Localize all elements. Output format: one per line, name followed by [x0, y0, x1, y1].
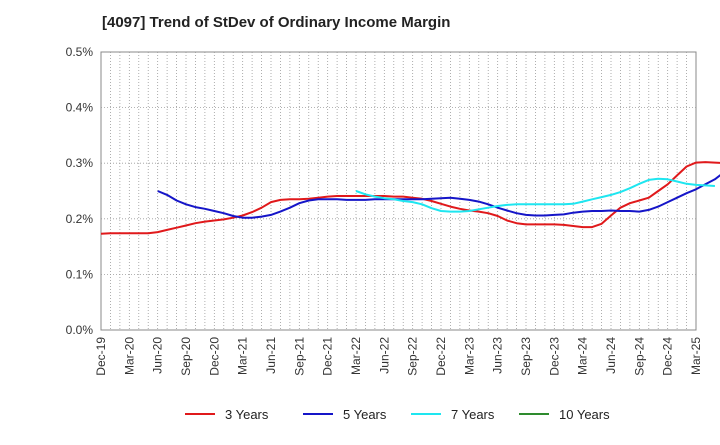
x-tick-label: Sep-21	[292, 337, 306, 376]
x-tick-label: Jun-22	[377, 337, 391, 374]
y-tick-label: 0.5%	[66, 45, 94, 59]
x-tick-label: Sep-20	[179, 337, 193, 376]
series-line-5-years	[157, 174, 720, 219]
x-tick-label: Dec-19	[94, 337, 108, 376]
x-tick-label: Dec-21	[321, 337, 335, 376]
legend-label: 5 Years	[343, 407, 387, 422]
x-tick-label: Mar-20	[122, 337, 136, 375]
y-tick-label: 0.3%	[66, 156, 94, 170]
x-tick-label: Mar-21	[236, 337, 250, 375]
x-tick-label: Mar-23	[462, 337, 476, 375]
y-tick-label: 0.2%	[66, 212, 94, 226]
x-tick-label: Sep-22	[406, 337, 420, 376]
x-tick-label: Sep-23	[519, 337, 533, 376]
y-tick-label: 0.4%	[66, 101, 94, 115]
y-tick-label: 0.0%	[66, 323, 94, 337]
chart-title: [4097] Trend of StDev of Ordinary Income…	[102, 14, 451, 31]
x-tick-label: Jun-23	[491, 337, 505, 374]
x-tick-label: Mar-22	[349, 337, 363, 375]
x-tick-label: Sep-24	[632, 337, 646, 376]
x-tick-label: Jun-20	[151, 337, 165, 374]
x-tick-label: Mar-25	[689, 337, 703, 375]
x-tick-label: Jun-21	[264, 337, 278, 374]
legend-label: 3 Years	[225, 407, 269, 422]
series-line-7-years	[355, 177, 715, 213]
plot-area	[100, 51, 697, 331]
x-tick-label: Dec-20	[207, 337, 221, 376]
legend-label: 10 Years	[559, 407, 610, 422]
x-tick-label: Dec-23	[547, 337, 561, 376]
legend-label: 7 Years	[451, 407, 495, 422]
x-tick-label: Dec-24	[661, 337, 675, 376]
x-tick-label: Dec-22	[434, 337, 448, 376]
x-tick-label: Jun-24	[604, 337, 618, 374]
x-tick-label: Mar-24	[576, 337, 590, 375]
y-tick-label: 0.1%	[66, 267, 94, 281]
